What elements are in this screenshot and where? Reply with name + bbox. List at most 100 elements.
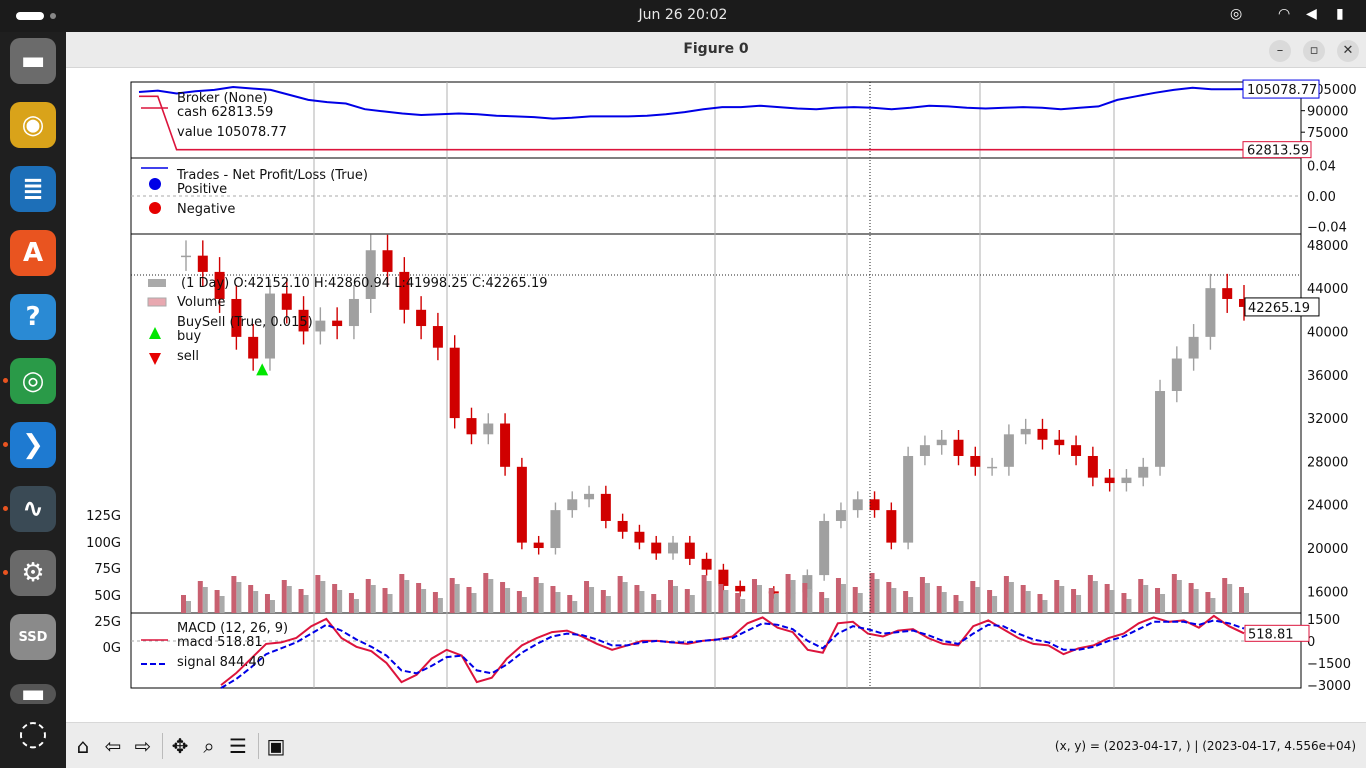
home-icon[interactable]: ⌂ [76, 734, 90, 758]
candle-body [1121, 477, 1132, 484]
maximize-button[interactable]: ▫ [1303, 40, 1325, 62]
zoom-icon[interactable]: ⌕ [203, 734, 215, 758]
candle-body [668, 542, 679, 554]
dock: ▬ ◉ ≣ A? ◎ ❯ ∿ ⚙ SSD ▬ ◌ [0, 32, 66, 768]
help-icon[interactable]: ? [10, 294, 56, 340]
writer-icon[interactable]: ≣ [10, 166, 56, 212]
legend-broker: Broker (None) [177, 91, 268, 106]
volume-bar [802, 583, 808, 613]
pan-icon[interactable]: ✥ [171, 734, 189, 758]
y-tick-label: 48000 [1307, 239, 1348, 254]
volume-bar [919, 577, 925, 613]
monitor-icon[interactable]: ∿ [10, 486, 56, 532]
candle-body [1054, 439, 1065, 446]
volume-bar [197, 581, 203, 613]
candle-body [970, 455, 981, 467]
last-cash-box [1242, 141, 1312, 159]
last-price-box [1244, 297, 1320, 317]
candle-body [181, 255, 191, 258]
volume-bar [286, 586, 292, 613]
volume-tick-label: 100G [86, 536, 121, 551]
volume-bar [1020, 585, 1026, 613]
candle-body [483, 423, 494, 435]
volume-bar [370, 585, 376, 613]
volume-bar [488, 579, 494, 613]
candle-body [449, 347, 460, 419]
legend-cash: cash 62813.59 [177, 105, 273, 120]
candle-body [735, 585, 746, 592]
volume-bar [1205, 592, 1211, 613]
back-icon[interactable]: ⇦ [104, 734, 122, 758]
candle-body [953, 439, 964, 456]
volume-icon[interactable]: ◀ [1306, 6, 1317, 22]
rhythmbox-icon[interactable]: ◉ [10, 102, 56, 148]
volume-bar [634, 585, 640, 613]
volume-bar [1025, 591, 1031, 613]
forward-icon[interactable]: ⇨ [134, 734, 152, 758]
save-icon[interactable]: ▣ [266, 734, 286, 758]
volume-bar [269, 600, 275, 613]
candle-body [365, 250, 376, 299]
panel-macd [130, 612, 1302, 689]
volume-bar [1227, 584, 1233, 613]
configure-subplots-icon[interactable]: ☰ [229, 734, 247, 758]
files-icon[interactable]: ▬ [10, 38, 56, 84]
volume-bar [1121, 593, 1127, 613]
volume-bar [869, 573, 875, 613]
backtrader-chart[interactable]: 1050009000075000105078.7762813.59Broker … [66, 68, 1366, 722]
wifi-icon[interactable]: ◠ [1278, 6, 1291, 22]
volume-bar [589, 587, 595, 613]
volume-bar [353, 599, 359, 613]
disk-icon[interactable]: ▬ [10, 679, 56, 709]
volume-bar [941, 592, 947, 613]
volume-bar [953, 595, 959, 613]
candle-body [684, 542, 695, 559]
volume-bar [1160, 594, 1166, 613]
app-center-icon[interactable]: A [10, 230, 56, 276]
chrome-tray-icon[interactable]: ◎ [1230, 6, 1243, 22]
volume-bar [1008, 582, 1014, 613]
activities-indicator[interactable] [16, 12, 44, 20]
candle-body [819, 520, 830, 576]
volume-bar [567, 595, 573, 613]
ssd-icon[interactable]: SSD [10, 614, 56, 660]
candle-body [1020, 428, 1031, 435]
last-cash-label: 62813.59 [1247, 144, 1309, 159]
y-tick-label: 0 [1307, 635, 1315, 650]
volume-bar [622, 582, 628, 613]
settings-icon[interactable]: ⚙ [10, 550, 56, 596]
legend-buy: buy [177, 329, 201, 344]
panel-broker [130, 81, 1302, 159]
volume-tick-label: 75G [94, 562, 121, 577]
running-indicator [3, 442, 8, 447]
clock[interactable]: Jun 26 20:02 [638, 7, 728, 23]
candle-body [718, 569, 729, 586]
candle-body [1171, 358, 1182, 392]
volume-bar [936, 586, 942, 613]
battery-icon[interactable]: ▮ [1336, 6, 1344, 22]
figure-canvas[interactable]: 105000 90000 75000 105078.77 62813.59 Broker … [66, 68, 1366, 722]
workspace-dot [50, 13, 56, 19]
vscode-icon[interactable]: ❯ [10, 422, 56, 468]
system-top-bar: Jun 26 20:02 ◎ ◠ ◀ ▮ [0, 0, 1366, 32]
volume-bar [891, 588, 897, 613]
panel-price [130, 233, 1302, 614]
volume-bar [874, 579, 880, 613]
volume-bar [382, 588, 388, 613]
candle-body [1155, 391, 1166, 467]
ubuntu-icon[interactable]: ◌ [18, 713, 48, 753]
volume-bar [718, 584, 724, 613]
last-value-label: 105078.77 [1247, 83, 1317, 98]
volume-bar [684, 589, 690, 613]
volume-bar [1042, 600, 1048, 613]
minimize-button[interactable]: – [1269, 40, 1291, 62]
legend-trades: Trades - Net Profit/Loss (True) [176, 168, 368, 183]
volume-bar [751, 579, 757, 613]
candle-body [466, 418, 477, 435]
volume-bar [231, 576, 237, 613]
close-button[interactable]: ✕ [1337, 40, 1359, 62]
volume-bar [600, 590, 606, 613]
chrome-icon[interactable]: ◎ [10, 358, 56, 404]
volume-bar [281, 580, 287, 613]
candle-body [298, 309, 309, 332]
